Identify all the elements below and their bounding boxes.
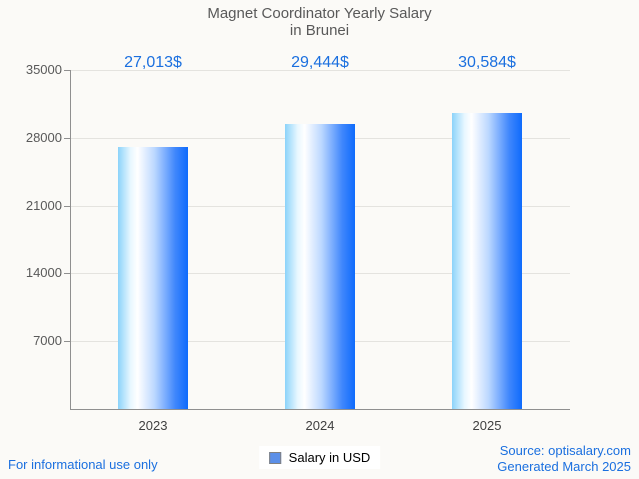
bar-2024 (285, 124, 355, 409)
legend-square-icon (268, 451, 281, 464)
legend-label: Salary in USD (288, 450, 371, 465)
bar-2025 (452, 113, 522, 409)
y-tick-21000 (64, 206, 70, 207)
generated-line: Generated March 2025 (497, 459, 631, 474)
x-tick-label-2025: 2025 (472, 418, 502, 433)
disclaimer-text: For informational use only (8, 457, 158, 472)
source-line: Source: optisalary.com (499, 443, 631, 458)
chart-title: Magnet Coordinator Yearly Salary in Brun… (0, 5, 639, 39)
y-tick-label-35000: 35000 (25, 62, 62, 77)
y-tick-label-28000: 28000 (25, 130, 62, 145)
y-tick-7000 (64, 341, 70, 342)
source-attribution: Source: optisalary.com Generated March 2… (497, 443, 631, 475)
y-tick-label-14000: 14000 (25, 265, 62, 280)
x-tick-label-2024: 2024 (305, 418, 335, 433)
value-label-2023: 27,013$ (124, 54, 182, 71)
x-axis-line (70, 409, 570, 410)
chart-title-line1: Magnet Coordinator Yearly Salary (207, 5, 432, 22)
legend: Salary in USD (258, 446, 381, 469)
y-tick-14000 (64, 273, 70, 274)
gridline-35000 (70, 70, 570, 71)
y-tick-28000 (64, 138, 70, 139)
chart-title-line2: in Brunei (289, 22, 350, 39)
y-axis-line (70, 70, 71, 409)
x-tick-label-2023: 2023 (138, 418, 168, 433)
value-label-2025: 30,584$ (458, 54, 516, 71)
bar-2023 (118, 147, 188, 409)
y-tick-label-21000: 21000 (25, 198, 62, 213)
value-label-2024: 29,444$ (291, 54, 349, 71)
y-tick-label-7000: 7000 (33, 333, 62, 348)
y-tick-35000 (64, 70, 70, 71)
